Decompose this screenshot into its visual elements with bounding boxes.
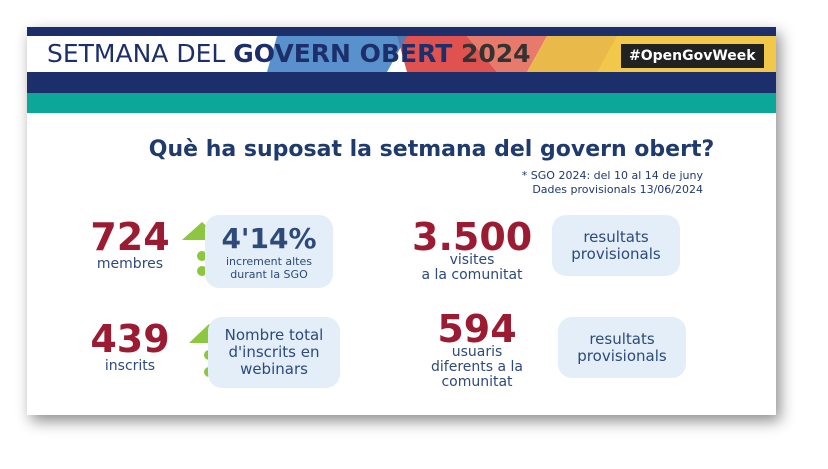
- stat-box: 4'14%increment altesdurant la SGO: [205, 215, 333, 288]
- stat-label: visitesa la comunitat: [412, 253, 532, 283]
- slide: SETMANA DEL GOVERN OBERT 2024 #OpenGovWe…: [27, 27, 776, 415]
- box-line: provisionals: [558, 348, 686, 365]
- box-line: webinars: [208, 361, 340, 378]
- label-line: diferents a la: [412, 360, 542, 375]
- label-line: visites: [412, 253, 532, 268]
- stat-number: 724: [85, 217, 175, 257]
- box-line: resultats: [552, 229, 680, 246]
- box-line: durant la SGO: [205, 268, 333, 281]
- stat-box: resultatsprovisionals: [552, 215, 680, 276]
- stat-label: usuarisdiferents a lacomunitat: [412, 345, 542, 390]
- stat-number: 594: [422, 309, 532, 349]
- stat-box: resultatsprovisionals: [558, 317, 686, 378]
- label-line: comunitat: [412, 375, 542, 390]
- stat-box: Nombre totald'inscrits enwebinars: [208, 317, 340, 388]
- box-line: provisionals: [552, 246, 680, 263]
- stat-label: inscrits: [85, 359, 175, 374]
- stat-number: 439: [85, 319, 175, 359]
- box-line: d'inscrits en: [208, 344, 340, 361]
- box-line: increment altes: [205, 255, 333, 268]
- box-line: 4'14%: [205, 223, 333, 255]
- stat-number: 3.500: [412, 217, 532, 257]
- label-line: membres: [85, 257, 175, 272]
- box-line: Nombre total: [208, 327, 340, 344]
- label-line: inscrits: [85, 359, 175, 374]
- box-line: resultats: [558, 331, 686, 348]
- label-line: a la comunitat: [412, 268, 532, 283]
- stat-label: membres: [85, 257, 175, 272]
- label-line: usuaris: [412, 345, 542, 360]
